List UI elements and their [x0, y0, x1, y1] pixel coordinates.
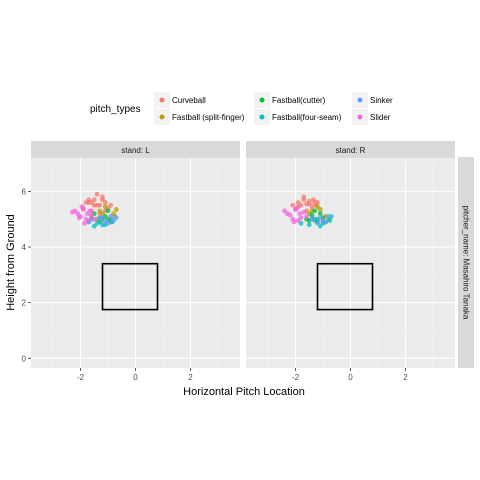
point-sinker: [309, 216, 315, 222]
x-tick-label: 2: [188, 373, 193, 382]
point-curveball: [309, 204, 315, 210]
x-tick-label: 2: [403, 373, 408, 382]
x-tick-label: -2: [292, 373, 300, 382]
point-curveball: [108, 202, 114, 208]
legend-swatch-fastball-split-finger: [159, 114, 165, 120]
point-curveball: [94, 191, 100, 197]
x-tick-label: 0: [348, 373, 353, 382]
y-tick-label: 0: [22, 354, 27, 363]
point-curveball: [290, 202, 296, 208]
legend: pitch_types Curveball Fastball (split-fin…: [90, 92, 393, 125]
point-curveball: [100, 197, 105, 203]
legend-label-fastball-four-seam: Fastball(four-seam): [272, 113, 342, 122]
point-slider: [287, 212, 293, 218]
legend-label-slider: Slider: [370, 113, 391, 122]
point-fastball-cutter: [105, 208, 111, 214]
point-slider: [297, 211, 303, 217]
y-tick-label: 6: [22, 187, 27, 196]
point-sinker: [100, 215, 105, 221]
point-curveball: [94, 202, 100, 208]
point-sinker: [315, 220, 320, 226]
point-slider: [84, 211, 90, 217]
point-sinker: [108, 214, 114, 219]
strike-zone: [101, 262, 159, 311]
point-slider: [301, 209, 307, 215]
legend-title: pitch_types: [90, 104, 141, 115]
point-slider: [86, 218, 92, 223]
point-sinker: [326, 214, 331, 219]
point-sinker: [113, 215, 119, 221]
x-tick-label: 0: [133, 373, 138, 382]
row-strip: [458, 157, 474, 368]
legend-swatch-sinker: [357, 97, 363, 103]
point-slider: [69, 209, 75, 215]
point-fastball-four-seam: [306, 222, 312, 228]
point-slider: [294, 205, 300, 211]
legend-label-curveball: Curveball: [172, 96, 206, 105]
point-fastball-split-finger: [315, 204, 320, 210]
point-slider: [79, 204, 85, 210]
point-fastball-four-seam: [327, 218, 333, 223]
point-slider: [89, 212, 94, 218]
point-fastball-split-finger: [102, 204, 108, 210]
point-fastball-split-finger: [113, 207, 119, 212]
x-axis-title: Horizontal Pitch Location: [183, 386, 305, 398]
facet-strip-label: stand: R: [336, 146, 366, 155]
point-curveball: [89, 200, 94, 205]
y-tick-label: 2: [22, 299, 27, 308]
point-fastball-cutter: [317, 211, 323, 217]
facet-strip: [31, 141, 240, 158]
point-sinker: [317, 215, 323, 221]
point-slider: [82, 220, 88, 226]
point-curveball: [310, 197, 316, 203]
point-curveball: [301, 194, 307, 200]
point-fastball-cutter: [312, 208, 318, 214]
point-fastball-four-seam: [91, 223, 97, 229]
facet-panel-stand-l: stand: L -2 0 2 0 2 4 6: [22, 141, 240, 382]
point-slider: [76, 215, 82, 221]
y-tick-label: 4: [22, 243, 27, 252]
legend-label-fastball-split-finger: Fastball (split-finger): [172, 113, 245, 122]
point-sinker: [105, 220, 111, 226]
legend-label-fastball-cutter: Fastball(cutter): [272, 96, 326, 105]
legend-label-sinker: Sinker: [370, 96, 393, 105]
facet-panel-stand-r: stand: R -2 0 2: [246, 141, 455, 382]
legend-swatch-slider: [357, 114, 363, 120]
facet-strip: [246, 141, 455, 158]
legend-swatch-fastball-cutter: [259, 97, 265, 103]
y-axis-title: Height from Ground: [5, 214, 17, 311]
point-slider: [298, 215, 304, 221]
point-curveball: [304, 201, 309, 207]
point-slider: [291, 219, 297, 225]
legend-swatch-fastball-four-seam: [259, 114, 265, 120]
x-tick-label: -2: [77, 373, 85, 382]
point-slider: [304, 214, 309, 219]
point-slider: [75, 211, 81, 217]
point-slider: [91, 216, 97, 222]
row-strip-label: pitcher_name: Masahiro Tanaka: [462, 206, 471, 320]
point-slider: [282, 208, 287, 214]
strike-zone: [316, 262, 374, 311]
legend-swatch-curveball: [159, 97, 165, 103]
point-sinker: [323, 219, 329, 225]
facet-strip-label: stand: L: [121, 146, 150, 155]
